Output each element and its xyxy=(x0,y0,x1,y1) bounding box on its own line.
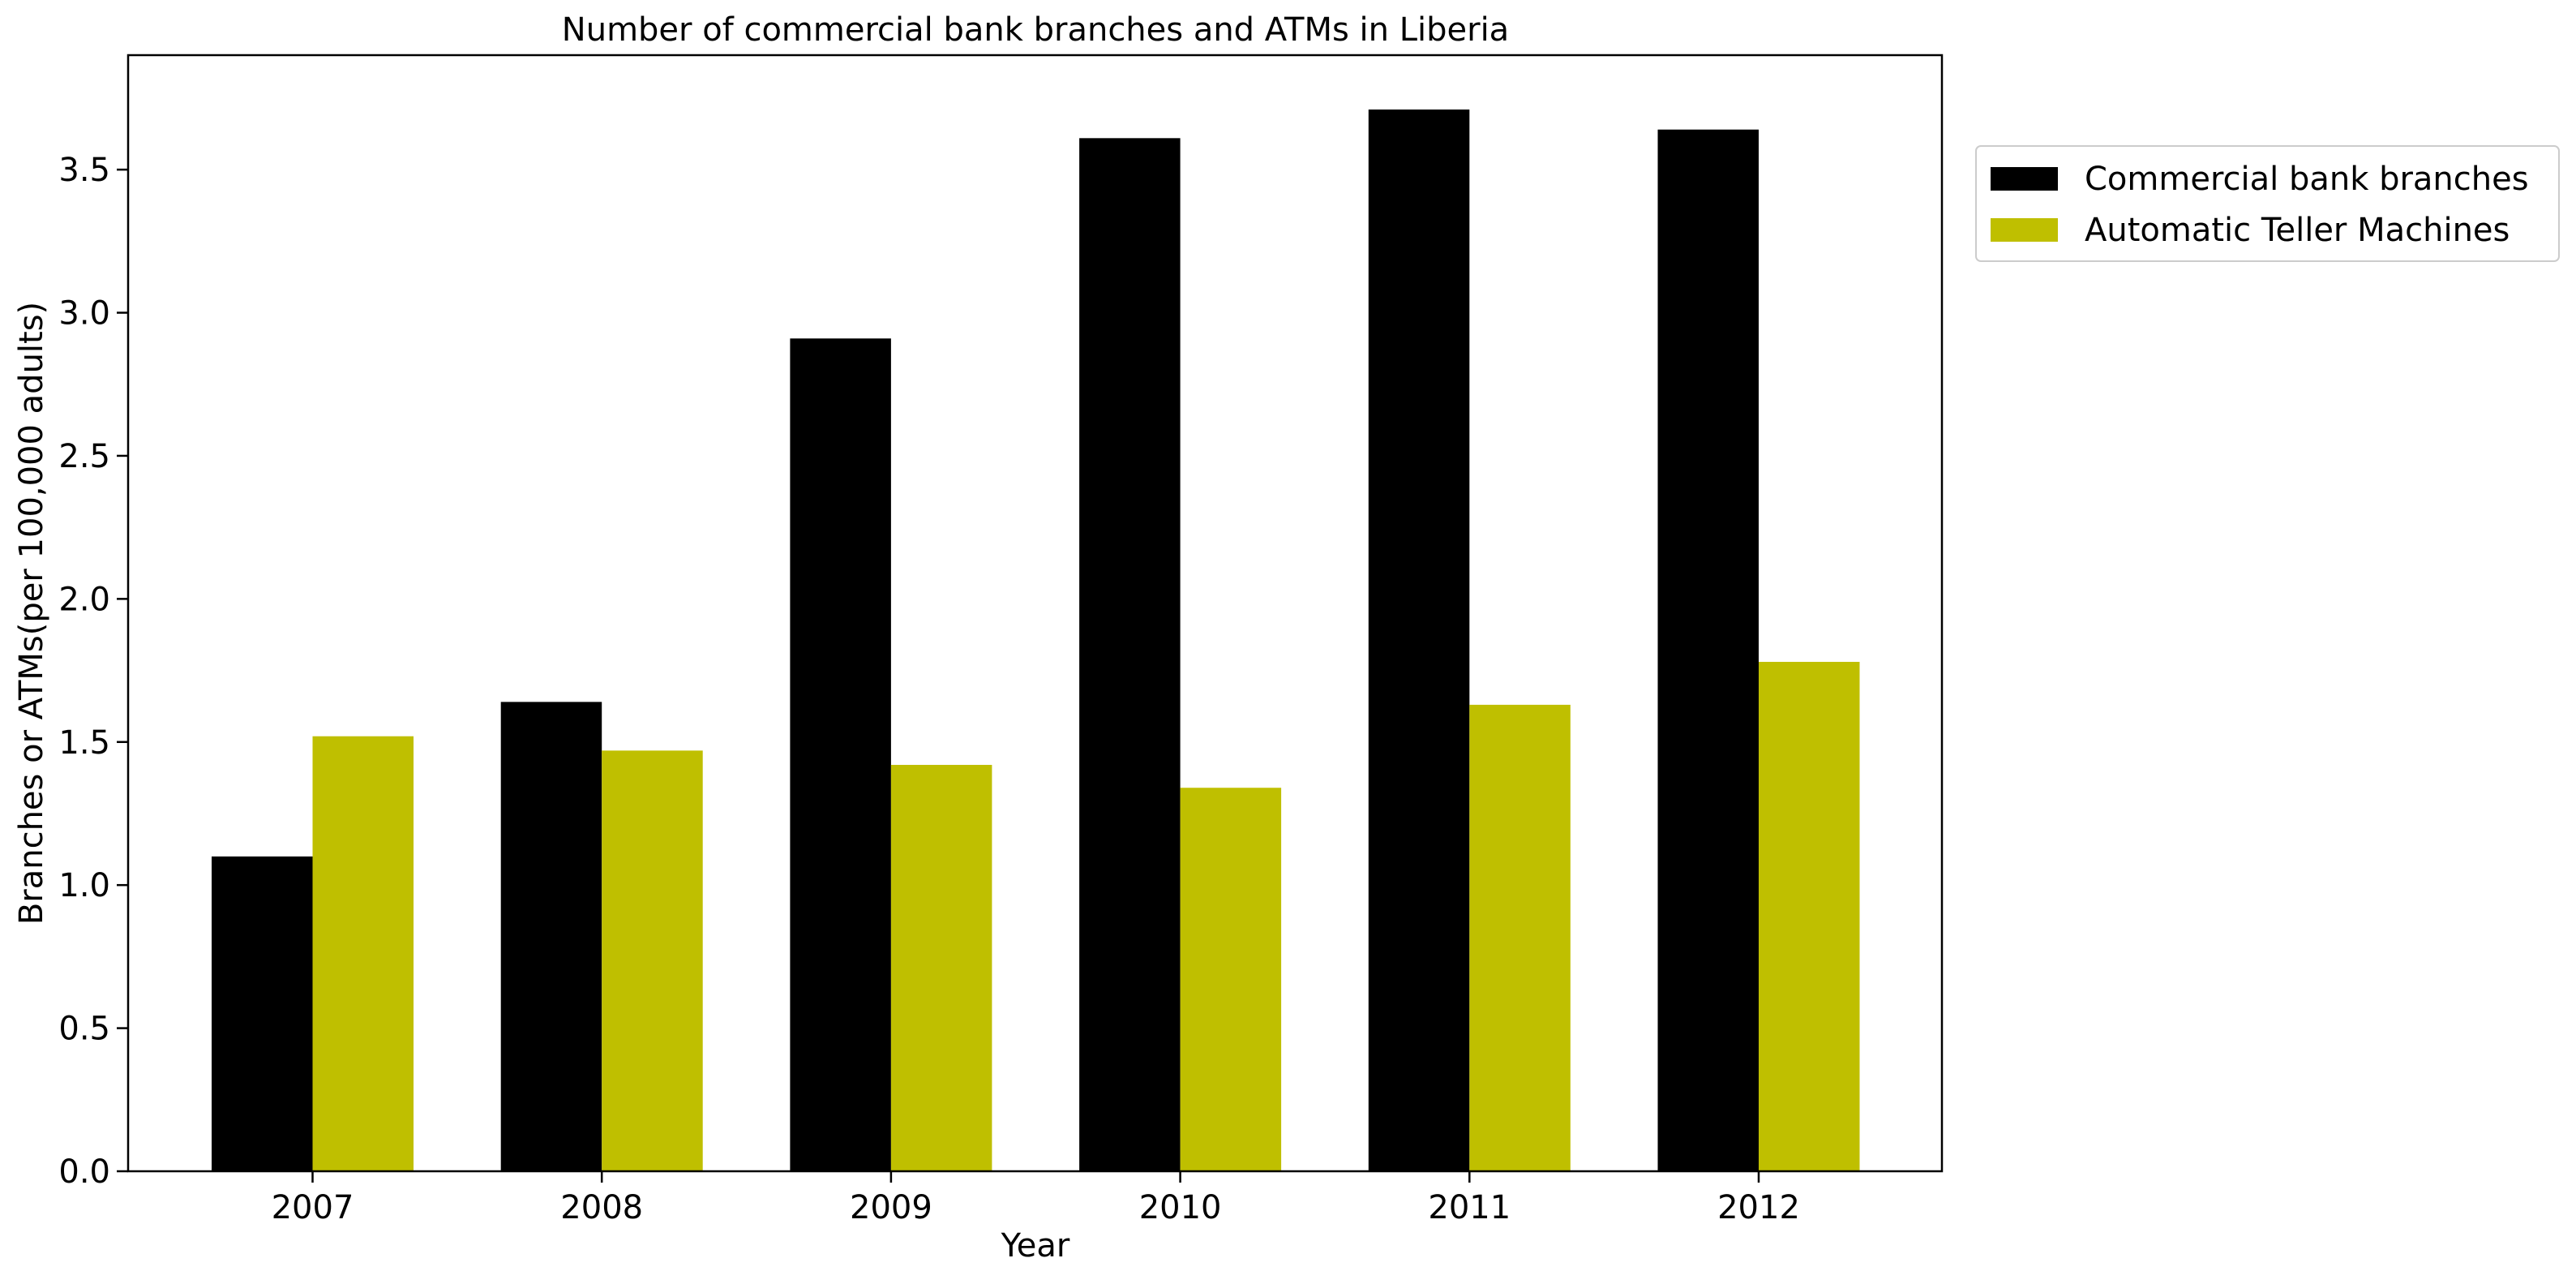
y-axis: 0.0 0.5 1.0 1.5 2.0 2.5 3.0 3.5 xyxy=(58,152,128,1191)
bar-branches-2007 xyxy=(212,856,313,1171)
x-tick-label: 2007 xyxy=(272,1189,354,1226)
legend-label-branches: Commercial bank branches xyxy=(2085,161,2529,198)
x-tick-label: 2008 xyxy=(560,1189,643,1226)
x-axis: 2007 2008 2009 2010 2011 2012 xyxy=(272,1171,1800,1226)
x-tick-label: 2012 xyxy=(1717,1189,1800,1226)
bar-branches-2012 xyxy=(1657,129,1759,1171)
y-tick-label: 1.5 xyxy=(58,724,110,762)
bars xyxy=(212,110,1860,1172)
y-tick-label: 3.0 xyxy=(58,295,110,333)
chart-title: Number of commercial bank branches and A… xyxy=(562,11,1509,49)
x-tick-label: 2009 xyxy=(850,1189,932,1226)
bar-atms-2011 xyxy=(1469,704,1571,1171)
y-tick-label: 1.0 xyxy=(58,867,110,904)
y-tick-label: 2.0 xyxy=(58,581,110,618)
legend-swatch-branches xyxy=(1991,167,2058,191)
y-tick-label: 0.0 xyxy=(58,1153,110,1191)
bar-atms-2010 xyxy=(1180,788,1282,1171)
legend: Commercial bank branches Automatic Teller… xyxy=(1975,145,2560,262)
bar-atms-2009 xyxy=(890,764,992,1171)
legend-label-atms: Automatic Teller Machines xyxy=(2085,212,2510,249)
legend-frame xyxy=(1975,145,2560,262)
bar-atms-2012 xyxy=(1759,661,1860,1171)
x-axis-label: Year xyxy=(1001,1227,1070,1265)
bar-branches-2010 xyxy=(1079,138,1181,1171)
x-tick-label: 2010 xyxy=(1139,1189,1222,1226)
y-tick-label: 3.5 xyxy=(58,152,110,189)
legend-swatch-atms xyxy=(1991,218,2058,242)
bar-branches-2008 xyxy=(500,702,602,1171)
y-tick-label: 2.5 xyxy=(58,438,110,475)
bar-atms-2008 xyxy=(602,750,703,1171)
plot-frame xyxy=(126,54,1944,1173)
y-axis-label: Branches or ATMs(per 100,000 adults) xyxy=(13,302,50,925)
bar-branches-2011 xyxy=(1368,110,1470,1172)
x-tick-label: 2011 xyxy=(1428,1189,1511,1226)
bar-atms-2007 xyxy=(312,736,414,1171)
y-tick-label: 0.5 xyxy=(58,1011,110,1048)
bar-branches-2009 xyxy=(790,338,891,1172)
